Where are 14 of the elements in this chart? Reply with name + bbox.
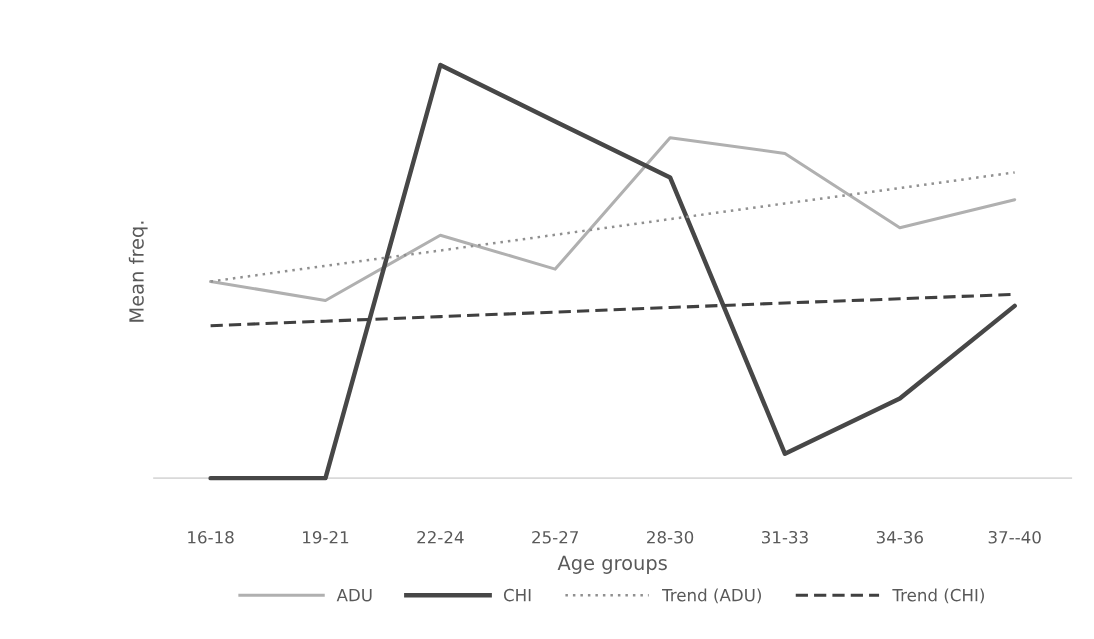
x-tick-label: 31-33 [762,530,808,544]
legend-label: Trend (ADU) [662,588,761,604]
x-tick-label: 16-18 [188,530,234,544]
legend-label: CHI [503,588,531,602]
x-tick-label: 28-30 [647,530,694,544]
legend-label: ADU [336,589,372,602]
y-axis-title: Mean freq. [128,221,148,322]
x-tick-label: 19-21 [303,530,349,544]
x-axis-title: Age groups [557,555,667,574]
x-tick-label: 34-36 [876,530,923,544]
x-tick-label: 25-27 [532,530,578,544]
x-tick-label: 22-24 [417,530,464,544]
legend-label: Trend (CHI) [892,588,984,604]
x-tick-label: 37--40 [988,530,1041,544]
